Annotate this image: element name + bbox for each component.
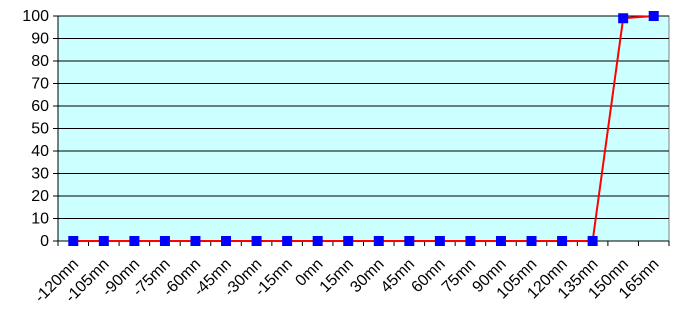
gridlines (58, 15, 669, 219)
data-point (373, 236, 384, 246)
data-point (495, 236, 506, 246)
x-tick-label: 30mn (347, 256, 387, 296)
data-point (434, 236, 445, 246)
data-point (129, 236, 140, 246)
data-point (343, 236, 354, 246)
data-point (526, 236, 537, 246)
x-tick-label: 60mn (408, 256, 448, 296)
series-layer (68, 11, 659, 246)
data-point (618, 13, 629, 24)
y-tick-label: 40 (31, 143, 49, 160)
data-point (648, 11, 659, 21)
data-point (159, 236, 170, 246)
x-tick-label: 75mn (439, 256, 479, 296)
y-tick-label: 60 (31, 98, 49, 115)
y-tick-label: 100 (22, 8, 49, 25)
data-point (312, 236, 323, 246)
data-point (221, 236, 232, 246)
data-point (465, 236, 476, 246)
y-tick-label: 80 (31, 53, 49, 70)
y-axis: 0 10 20 30 40 50 60 70 80 90 100 (22, 8, 59, 250)
x-tick-label: 15mn (317, 256, 357, 296)
data-point (190, 236, 201, 246)
y-tick-label: 20 (31, 188, 49, 205)
y-tick-label: 50 (31, 121, 49, 138)
data-point (404, 236, 415, 246)
series-line (73, 15, 654, 242)
data-point (98, 236, 109, 246)
data-point (251, 236, 262, 246)
data-point (557, 236, 568, 246)
y-tick-label: 0 (40, 233, 49, 250)
x-tick-label: 45mn (378, 256, 418, 296)
y-tick-label: 90 (31, 31, 49, 48)
data-point (282, 236, 293, 246)
y-tick-label: 70 (31, 76, 49, 93)
y-tick-label: 30 (31, 166, 49, 183)
data-point (587, 236, 598, 246)
data-point (68, 236, 79, 246)
x-axis: -120mn-105mn-90mn-75mn-60mn-45mn-30mn-15… (32, 240, 670, 306)
y-tick-label: 10 (31, 211, 49, 228)
